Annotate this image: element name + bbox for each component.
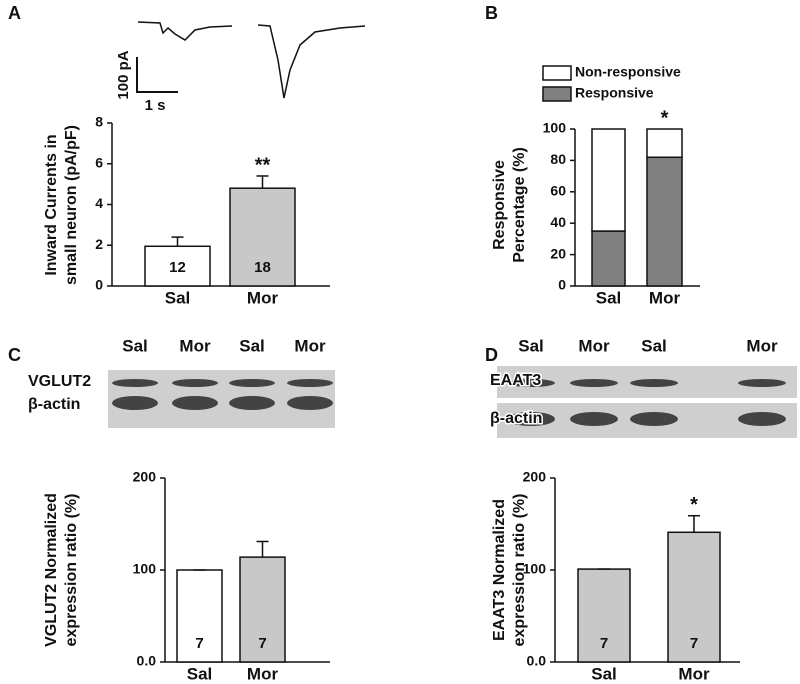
bar-segment xyxy=(591,230,626,287)
y-tick-label: 0.0 xyxy=(137,653,157,669)
x-tick-label: Mor xyxy=(678,664,710,683)
lane-label: Sal xyxy=(239,336,265,355)
lane-label: Mor xyxy=(578,336,610,355)
blot-row-label: β-actin xyxy=(28,396,80,413)
panel-letter: C xyxy=(8,345,21,365)
y-tick-label: 200 xyxy=(133,469,157,485)
blot-band xyxy=(172,396,218,410)
lane-label: Sal xyxy=(518,336,544,355)
y-tick-label: 20 xyxy=(550,245,566,261)
n-label: 7 xyxy=(690,635,698,652)
scale-y-label: 100 pA xyxy=(115,50,132,99)
trace-sal xyxy=(137,21,233,41)
x-tick-label: Sal xyxy=(187,664,213,683)
y-tick-label: 100 xyxy=(133,561,157,577)
y-axis-label: small neuron (pA/pF) xyxy=(63,125,80,285)
blot-band xyxy=(287,379,333,387)
bar xyxy=(144,245,211,287)
blot-band xyxy=(172,379,218,387)
y-tick-label: 100 xyxy=(543,120,567,136)
blot-band xyxy=(229,379,275,387)
legend-swatch xyxy=(542,65,572,81)
n-label: 12 xyxy=(169,259,186,276)
x-tick-label: Mor xyxy=(247,664,279,683)
lane-label: Sal xyxy=(641,336,667,355)
bar-segment xyxy=(646,156,683,287)
y-tick-label: 80 xyxy=(550,151,566,167)
bar-segment xyxy=(646,128,683,159)
blot-band xyxy=(507,412,555,426)
blot-band xyxy=(570,379,618,387)
significance-mark: * xyxy=(690,494,698,516)
lane-label: Mor xyxy=(294,336,326,355)
significance-mark: ** xyxy=(255,154,271,176)
blot-band xyxy=(630,379,678,387)
y-axis-label: EAAT3 Normalized xyxy=(491,499,508,641)
n-label: 7 xyxy=(600,635,608,652)
bar-segment xyxy=(591,128,626,232)
blot-band xyxy=(738,412,786,426)
bar xyxy=(577,568,631,663)
blot-row-label: EAAT3 xyxy=(490,372,541,389)
x-tick-label: Sal xyxy=(165,288,191,307)
lane-label: Mor xyxy=(746,336,778,355)
significance-mark: * xyxy=(661,107,669,129)
y-tick-label: 0.0 xyxy=(527,653,547,669)
y-axis-label: Percentage (%) xyxy=(511,147,528,263)
y-axis-label: VGLUT2 Normalized xyxy=(43,493,60,647)
panel-letter: B xyxy=(485,3,498,23)
scale-x-label: 1 s xyxy=(145,97,166,114)
y-tick-label: 6 xyxy=(95,154,103,170)
panel-letter: D xyxy=(485,345,498,365)
n-label: 7 xyxy=(195,635,203,652)
bar xyxy=(229,187,296,287)
y-tick-label: 200 xyxy=(523,469,547,485)
x-tick-label: Sal xyxy=(596,288,622,307)
lane-label: Mor xyxy=(179,336,211,355)
y-tick-label: 0 xyxy=(558,277,566,293)
legend-swatch xyxy=(542,86,572,102)
x-tick-label: Mor xyxy=(247,288,279,307)
y-tick-label: 60 xyxy=(550,183,566,199)
blot-row-label: VGLUT2 xyxy=(28,373,91,390)
panel-letter: A xyxy=(8,3,21,23)
blot-band xyxy=(507,379,555,387)
blot-band xyxy=(630,412,678,426)
y-axis-label: expression ratio (%) xyxy=(511,494,528,647)
blot-band xyxy=(287,396,333,410)
blot-band xyxy=(112,379,158,387)
y-tick-label: 8 xyxy=(95,114,103,130)
blot-band xyxy=(738,379,786,387)
y-tick-label: 40 xyxy=(550,214,566,230)
n-label: 18 xyxy=(254,259,271,276)
y-tick-label: 100 xyxy=(523,561,547,577)
y-tick-label: 0 xyxy=(95,277,103,293)
y-axis-label: expression ratio (%) xyxy=(63,494,80,647)
y-axis-label: Inward Currents in xyxy=(43,134,60,275)
bar xyxy=(176,569,223,663)
x-tick-label: Sal xyxy=(591,664,617,683)
lane-label: Sal xyxy=(122,336,148,355)
blot-band xyxy=(570,412,618,426)
n-label: 7 xyxy=(258,635,266,652)
scale-bar xyxy=(136,57,178,93)
legend-label: Non-responsive xyxy=(575,64,681,80)
legend-label: Responsive xyxy=(575,85,654,101)
blot-band xyxy=(112,396,158,410)
trace-mor xyxy=(257,24,366,99)
blot-band xyxy=(229,396,275,410)
y-axis-label: Responsive xyxy=(491,160,508,250)
y-tick-label: 2 xyxy=(95,236,103,252)
x-tick-label: Mor xyxy=(649,288,681,307)
y-tick-label: 4 xyxy=(95,195,103,211)
blot-row-label: β-actin xyxy=(490,410,542,427)
